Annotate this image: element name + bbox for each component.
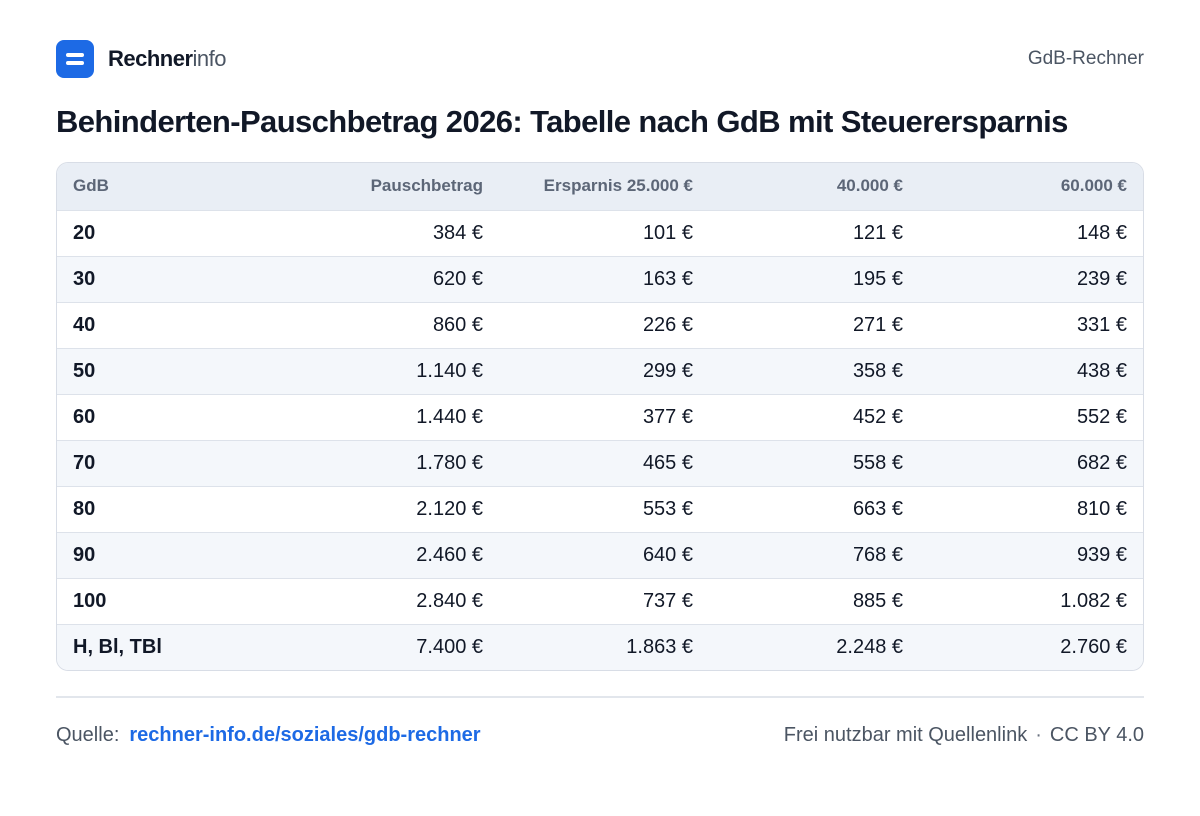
- table-header-row: GdB Pauschbetrag Ersparnis 25.000 € 40.0…: [57, 163, 1143, 210]
- calculator-label: GdB-Rechner: [1027, 48, 1144, 69]
- cell-gdb: 40: [57, 301, 217, 348]
- cell-ersparnis-40000: 885 €: [709, 577, 919, 624]
- cell-pauschbetrag: 2.460 €: [217, 531, 499, 578]
- footer: Quelle: rechner-info.de/soziales/gdb-rec…: [56, 720, 1144, 750]
- cell-pauschbetrag: 1.140 €: [217, 347, 499, 394]
- cell-ersparnis-25000: 465 €: [499, 439, 709, 486]
- footer-divider: [56, 696, 1144, 698]
- table-row: 50 1.140 € 299 € 358 € 438 €: [57, 347, 1143, 394]
- cell-gdb: 30: [57, 255, 217, 302]
- cell-pauschbetrag: 1.780 €: [217, 439, 499, 486]
- cell-ersparnis-60000: 331 €: [919, 301, 1143, 348]
- cell-ersparnis-60000: 810 €: [919, 485, 1143, 532]
- cell-ersparnis-60000: 939 €: [919, 531, 1143, 578]
- table-row: 40 860 € 226 € 271 € 331 €: [57, 301, 1143, 348]
- cell-ersparnis-40000: 768 €: [709, 531, 919, 578]
- cell-gdb: 20: [57, 209, 217, 256]
- column-header-gdb: GdB: [57, 163, 217, 210]
- brand-name-strong: Rechner: [108, 46, 193, 71]
- table-row: 20 384 € 101 € 121 € 148 €: [57, 209, 1143, 256]
- cell-ersparnis-60000: 438 €: [919, 347, 1143, 394]
- cell-ersparnis-25000: 101 €: [499, 209, 709, 256]
- cell-pauschbetrag: 1.440 €: [217, 393, 499, 440]
- cell-ersparnis-25000: 737 €: [499, 577, 709, 624]
- brand-name: Rechnerinfo: [108, 46, 227, 72]
- cell-ersparnis-40000: 452 €: [709, 393, 919, 440]
- cell-ersparnis-40000: 358 €: [709, 347, 919, 394]
- table-row: 70 1.780 € 465 € 558 € 682 €: [57, 439, 1143, 486]
- rechnerinfo-logo-icon: [56, 40, 94, 78]
- cell-ersparnis-40000: 121 €: [709, 209, 919, 256]
- source-label: Quelle:: [56, 723, 120, 746]
- cell-ersparnis-40000: 663 €: [709, 485, 919, 532]
- cell-pauschbetrag: 2.840 €: [217, 577, 499, 624]
- cell-gdb: 100: [57, 577, 217, 624]
- cell-ersparnis-25000: 640 €: [499, 531, 709, 578]
- cell-ersparnis-60000: 239 €: [919, 255, 1143, 302]
- table-row: 90 2.460 € 640 € 768 € 939 €: [57, 531, 1143, 578]
- cell-ersparnis-40000: 2.248 €: [709, 623, 919, 670]
- table-row: 60 1.440 € 377 € 452 € 552 €: [57, 393, 1143, 440]
- license-note: Frei nutzbar mit Quellenlink: [783, 723, 1028, 746]
- license-separator: ·: [1035, 723, 1042, 746]
- cell-gdb: 80: [57, 485, 217, 532]
- cell-ersparnis-25000: 226 €: [499, 301, 709, 348]
- cell-ersparnis-25000: 163 €: [499, 255, 709, 302]
- cell-ersparnis-60000: 2.760 €: [919, 623, 1143, 670]
- column-header-ersparnis-25000: Ersparnis 25.000 €: [499, 163, 709, 210]
- source-link[interactable]: rechner-info.de/soziales/gdb-rechner: [129, 723, 481, 746]
- page-title: Behinderten-Pauschbetrag 2026: Tabelle n…: [56, 104, 1068, 139]
- cell-ersparnis-60000: 148 €: [919, 209, 1143, 256]
- source: Quelle: rechner-info.de/soziales/gdb-rec…: [56, 724, 481, 747]
- cell-ersparnis-60000: 682 €: [919, 439, 1143, 486]
- brand[interactable]: Rechnerinfo: [56, 40, 227, 78]
- table-row: 100 2.840 € 737 € 885 € 1.082 €: [57, 577, 1143, 624]
- table-row: 30 620 € 163 € 195 € 239 €: [57, 255, 1143, 302]
- pauschbetrag-table: GdB Pauschbetrag Ersparnis 25.000 € 40.0…: [56, 162, 1144, 671]
- brand-name-light: info: [192, 46, 227, 71]
- cell-gdb: 90: [57, 531, 217, 578]
- column-header-40000: 40.000 €: [709, 163, 919, 210]
- cell-ersparnis-40000: 271 €: [709, 301, 919, 348]
- cell-gdb: 70: [57, 439, 217, 486]
- cell-ersparnis-40000: 558 €: [709, 439, 919, 486]
- license-label: CC BY 4.0: [1049, 723, 1144, 746]
- cell-gdb: H, Bl, TBl: [57, 623, 217, 670]
- cell-gdb: 50: [57, 347, 217, 394]
- cell-ersparnis-25000: 553 €: [499, 485, 709, 532]
- cell-pauschbetrag: 7.400 €: [217, 623, 499, 670]
- cell-ersparnis-25000: 299 €: [499, 347, 709, 394]
- cell-pauschbetrag: 620 €: [217, 255, 499, 302]
- cell-ersparnis-40000: 195 €: [709, 255, 919, 302]
- cell-ersparnis-60000: 1.082 €: [919, 577, 1143, 624]
- table-row: H, Bl, TBl 7.400 € 1.863 € 2.248 € 2.760…: [57, 623, 1143, 670]
- cell-pauschbetrag: 2.120 €: [217, 485, 499, 532]
- cell-ersparnis-25000: 377 €: [499, 393, 709, 440]
- column-header-pauschbetrag: Pauschbetrag: [217, 163, 499, 210]
- cell-ersparnis-60000: 552 €: [919, 393, 1143, 440]
- cell-pauschbetrag: 860 €: [217, 301, 499, 348]
- table-row: 80 2.120 € 553 € 663 € 810 €: [57, 485, 1143, 532]
- cell-gdb: 60: [57, 393, 217, 440]
- site-header: Rechnerinfo GdB-Rechner: [56, 40, 1144, 78]
- cell-pauschbetrag: 384 €: [217, 209, 499, 256]
- column-header-60000: 60.000 €: [919, 163, 1143, 210]
- license-info: Frei nutzbar mit Quellenlink · CC BY 4.0: [784, 724, 1144, 747]
- cell-ersparnis-25000: 1.863 €: [499, 623, 709, 670]
